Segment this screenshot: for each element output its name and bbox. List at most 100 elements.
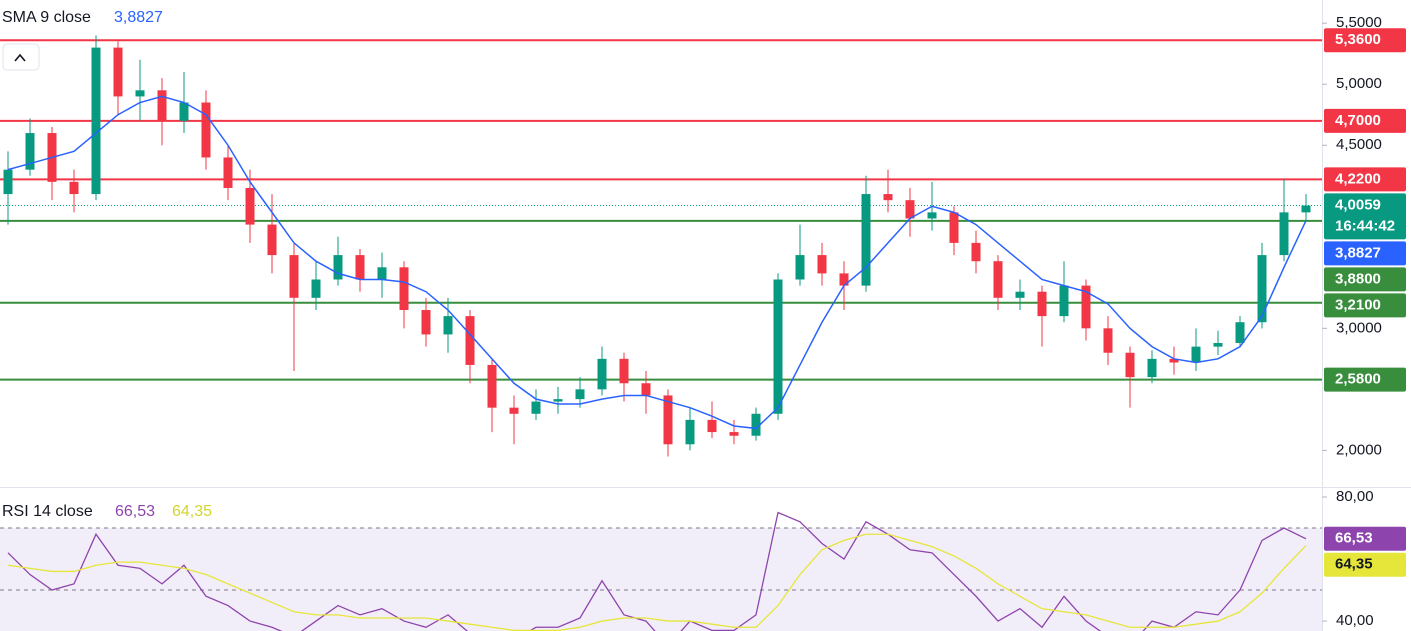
candle-body (1015, 291, 1025, 298)
price-badge-label: 66,53 (1335, 530, 1373, 547)
candle-body (421, 310, 431, 335)
candle-body (1081, 285, 1091, 329)
candle-body (993, 261, 1003, 298)
candle-body (113, 47, 123, 97)
price-badge (1324, 108, 1406, 133)
rsi-band (0, 528, 1322, 631)
y-tick-label: 3,0000 (1336, 319, 1382, 336)
candle-body (443, 316, 453, 335)
price-badge (1324, 193, 1406, 240)
candle-body (663, 395, 673, 445)
candle-body (1103, 328, 1113, 353)
y-tick-label: 4,5000 (1336, 136, 1382, 153)
candle-body (839, 273, 849, 286)
candle-body (795, 255, 805, 280)
candle-body (619, 358, 629, 384)
candle-body (377, 267, 387, 280)
candle-body (685, 419, 695, 445)
sma-value: 3,8827 (114, 9, 163, 26)
price-badge (1324, 293, 1406, 318)
price-badge (1324, 526, 1406, 551)
candle-body (1279, 212, 1289, 256)
candle-body (333, 255, 343, 280)
candle-body (707, 419, 717, 433)
candle-body (25, 133, 35, 170)
candle-body (135, 90, 145, 97)
candle-body (355, 255, 365, 280)
candle-body (311, 279, 321, 298)
candle-body (69, 181, 79, 195)
price-badge-label: 3,2100 (1335, 296, 1381, 313)
price-pane (0, 35, 1322, 457)
candle-body (1301, 205, 1311, 213)
candle-body (157, 90, 167, 121)
price-axis: 5,5000 5,0000 4,5000 3,0000 2,0000 80,00 40,00… (1322, 14, 1406, 629)
sma-line (7, 95, 1307, 430)
price-badge-label: 3,8800 (1335, 270, 1381, 287)
candle-body (905, 200, 915, 219)
y-tick-label: 40,00 (1336, 612, 1374, 629)
price-badge (1324, 28, 1406, 53)
candle-body (399, 267, 409, 311)
candle-body (487, 364, 497, 408)
candle-body (509, 407, 519, 414)
candle-body (3, 169, 13, 195)
price-badge (1324, 367, 1406, 392)
rsi-pane (0, 511, 1322, 631)
rsi-title: RSI 14 close (2, 503, 93, 520)
candle-body (729, 432, 739, 436)
candle-body (883, 194, 893, 201)
collapse-button[interactable] (2, 43, 40, 71)
candle-body (91, 47, 101, 195)
candle-body (597, 358, 607, 390)
price-badge (1324, 552, 1406, 577)
candle-body (949, 212, 959, 243)
price-badge-label: 4,2200 (1335, 170, 1381, 187)
rsi-line (7, 511, 1307, 631)
candle-body (1169, 358, 1179, 363)
y-tick-label: 5,5000 (1336, 14, 1382, 31)
price-badge (1324, 167, 1406, 192)
candle-body (817, 255, 827, 274)
y-tick-label: 80,00 (1336, 488, 1374, 505)
candle-body (465, 316, 475, 365)
candle-body (179, 102, 189, 121)
candle-body (267, 224, 277, 256)
candle-body (773, 279, 783, 414)
y-tick-label: 2,0000 (1336, 441, 1382, 458)
candle-body (201, 102, 211, 158)
price-badge-label: 64,35 (1335, 556, 1373, 573)
candle-body (971, 242, 981, 262)
rsi-value: 66,53 (115, 503, 155, 520)
price-badge (1324, 267, 1406, 292)
candle-body (1257, 255, 1267, 323)
candle-body (1147, 358, 1157, 378)
candle-body (223, 157, 233, 188)
candle-body (861, 194, 871, 286)
candle-body (1213, 342, 1223, 347)
candle-body (553, 399, 563, 402)
rsi-ma-value: 64,35 (172, 503, 212, 520)
candle-body (1191, 346, 1201, 363)
candle-body (751, 413, 761, 436)
y-tick-label: 5,0000 (1336, 75, 1382, 92)
price-badge-label: 2,5800 (1335, 371, 1381, 388)
candle-body (1235, 322, 1245, 343)
candle-body (531, 401, 541, 414)
price-badge-label: 16:44:42 (1335, 217, 1395, 234)
price-badge-label: 5,3600 (1335, 31, 1381, 48)
sma-title: SMA 9 close (2, 9, 91, 26)
candle-body (245, 187, 255, 225)
candle-body (1037, 291, 1047, 317)
candle-body (641, 383, 651, 396)
candle-body (927, 212, 937, 219)
price-badge-label: 4,0059 (1335, 196, 1381, 213)
price-badge-label: 3,8827 (1335, 244, 1381, 261)
price-badge-label: 4,7000 (1335, 112, 1381, 129)
candle-body (289, 255, 299, 298)
price-badge (1324, 241, 1406, 266)
candle-body (575, 389, 585, 400)
candle-body (1059, 285, 1069, 317)
rsi-line (7, 533, 1307, 631)
